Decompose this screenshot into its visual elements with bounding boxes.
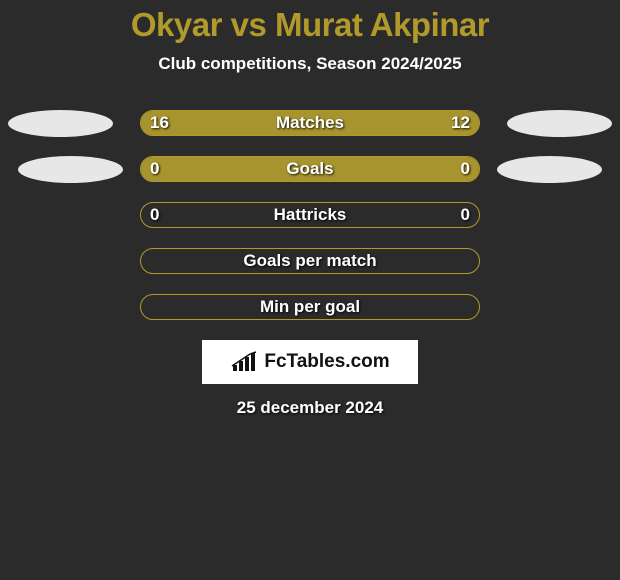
stat-value-right: 0 [461,202,470,228]
stat-row: Matches16 12 [0,110,620,136]
stat-value-left: 0 [150,202,159,228]
stat-row: Goals per match [0,248,620,274]
bar-chart-icon [230,351,258,373]
bar-left-fill [141,157,311,181]
stat-row: Min per goal [0,294,620,320]
stat-value-right: 0 [461,156,470,182]
stat-bar: Goals per match [140,248,480,274]
stat-value-left: 0 [150,156,159,182]
bar-left-fill [141,111,335,135]
snapshot-date: 25 december 2024 [0,398,620,418]
comparison-card: Okyar vs Murat Akpinar Club competitions… [0,0,620,418]
stat-bar: Matches [140,110,480,136]
page-title: Okyar vs Murat Akpinar [0,6,620,44]
attribution-logo[interactable]: FcTables.com [202,340,418,384]
stat-value-left: 16 [150,110,169,136]
stats-container: Matches1612Goals00Hattricks00Goals per m… [0,110,620,320]
stat-row: Hattricks0 0 [0,202,620,228]
stat-bar: Goals [140,156,480,182]
bar-right-fill [309,157,479,181]
stat-label: Goals per match [141,249,479,273]
stat-value-right: 12 [451,110,470,136]
stat-bar: Hattricks [140,202,480,228]
stat-label: Hattricks [141,203,479,227]
stat-row: Goals0 0 [0,156,620,182]
stat-label: Min per goal [141,295,479,319]
subtitle: Club competitions, Season 2024/2025 [0,54,620,74]
attribution-text: FcTables.com [264,351,389,373]
stat-bar: Min per goal [140,294,480,320]
